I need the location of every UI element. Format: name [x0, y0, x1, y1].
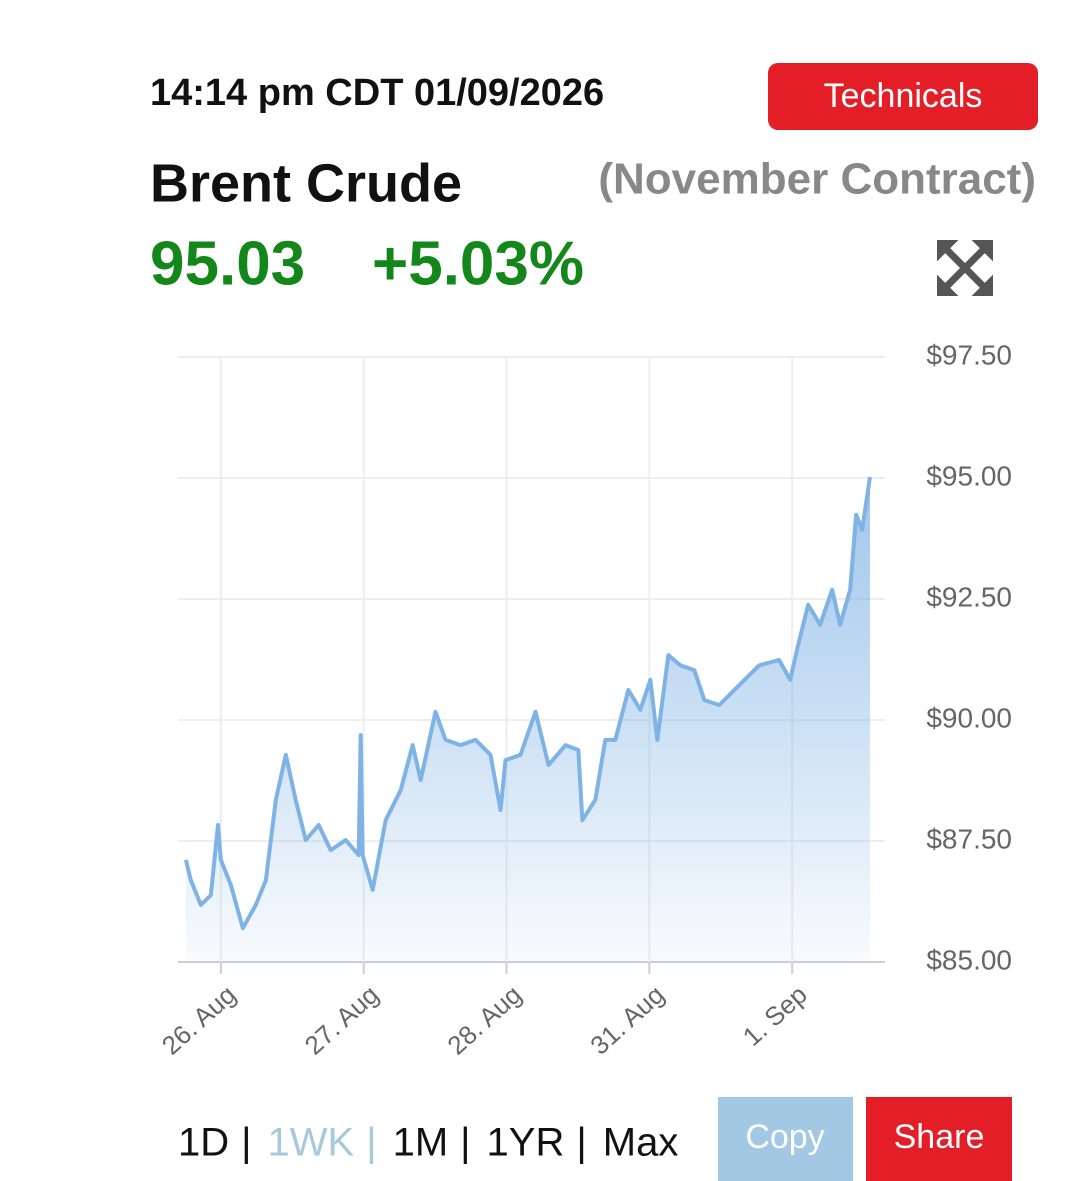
y-tick-label: $92.50 [926, 581, 1012, 612]
range-selector: 1D | 1WK | 1M | 1YR | Max [178, 1121, 678, 1165]
technicals-label[interactable]: Technicals [824, 77, 983, 115]
price-line [183, 476, 872, 931]
range-option[interactable]: 1D [178, 1121, 229, 1165]
range-option[interactable]: 1WK [268, 1121, 355, 1165]
area-fill [185, 477, 871, 962]
separator: | [366, 1121, 376, 1165]
separator: | [241, 1121, 251, 1165]
technicals-button[interactable] [768, 63, 1038, 130]
copy-label[interactable]: Copy [745, 1118, 824, 1156]
x-tick-label: 26. Aug [156, 979, 242, 1060]
x-tick-label: 27. Aug [299, 979, 385, 1060]
range-option[interactable]: 1M [393, 1121, 449, 1165]
change: +5.03% [372, 229, 584, 298]
separator: | [460, 1121, 470, 1165]
price: 95.03 [150, 229, 305, 298]
range-option[interactable]: 1YR [487, 1121, 565, 1165]
expand-icon[interactable] [937, 240, 993, 296]
y-tick-label: $85.00 [926, 944, 1012, 975]
separator: | [576, 1121, 586, 1165]
contract: (November Contract) [598, 155, 1036, 204]
timestamp: 14:14 pm CDT 01/09/2026 [150, 72, 604, 114]
share-label[interactable]: Share [894, 1118, 985, 1156]
x-tick-label: 28. Aug [441, 979, 527, 1060]
y-tick-label: $97.50 [926, 339, 1012, 370]
chart: $85.00 $87.50 $90.00 $92.50 $95.00 $97.50 26. … [156, 339, 1012, 1060]
x-tick-label: 1. Sep [737, 979, 813, 1052]
copy-button[interactable] [718, 1097, 853, 1181]
x-tick-label: 31. Aug [584, 979, 670, 1060]
y-tick-label: $95.00 [926, 460, 1012, 491]
range-option[interactable]: Max [603, 1121, 679, 1165]
share-button[interactable] [866, 1097, 1012, 1181]
y-tick-label: $87.50 [926, 823, 1012, 854]
instrument: Brent Crude [150, 153, 462, 213]
y-tick-label: $90.00 [926, 702, 1012, 733]
